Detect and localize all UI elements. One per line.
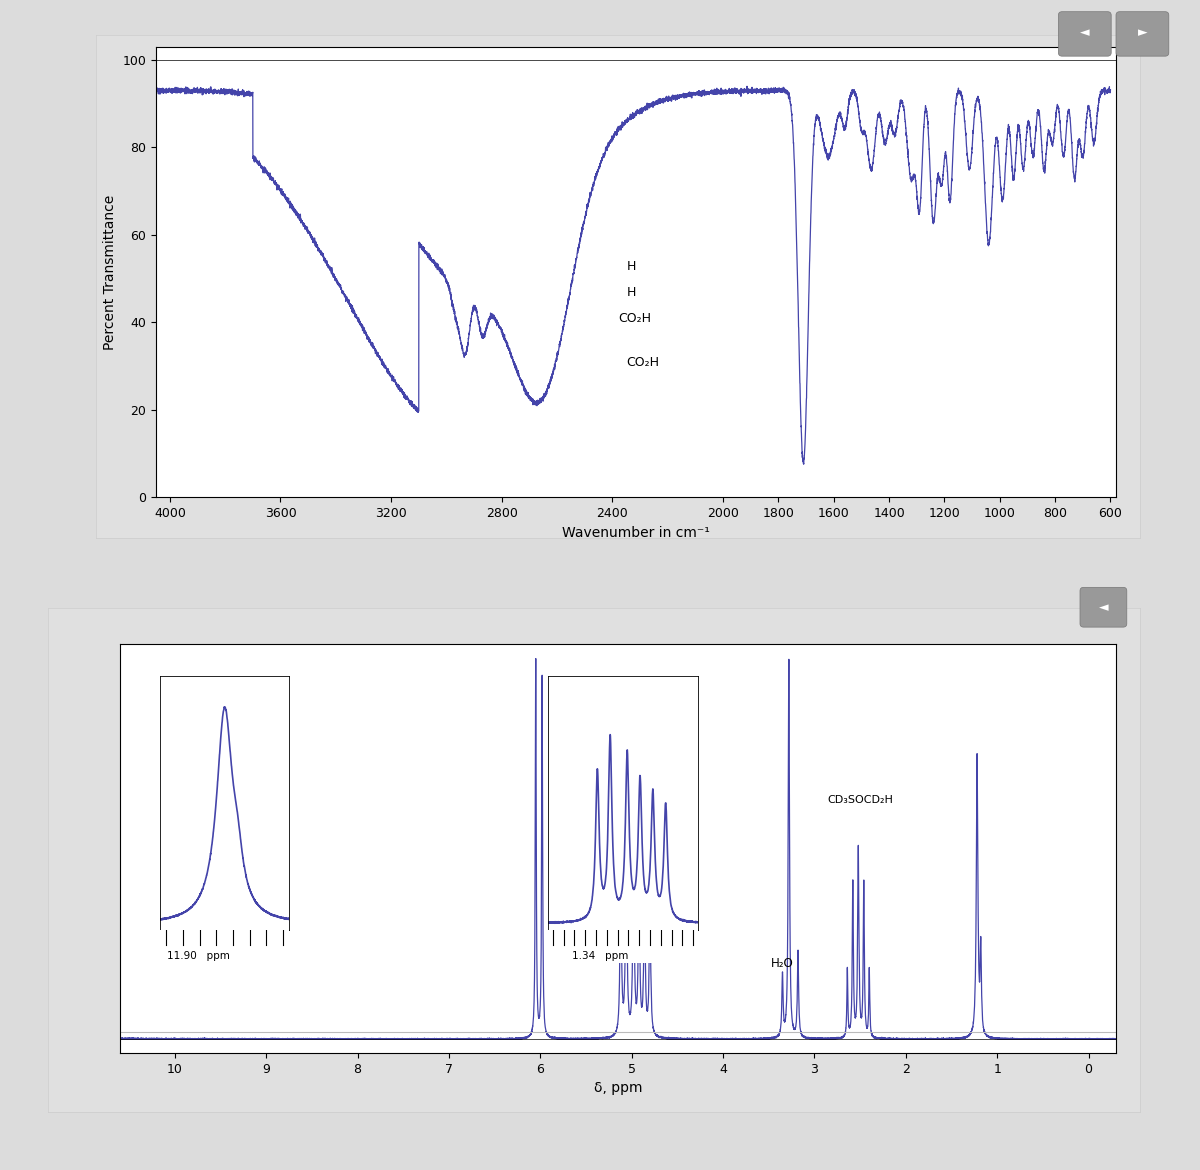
Text: H: H [626, 260, 636, 273]
Text: ►: ► [1138, 26, 1147, 40]
Text: CD₃SOCD₂H: CD₃SOCD₂H [827, 796, 893, 805]
Text: CO₂H: CO₂H [626, 356, 659, 369]
Text: CO₂H: CO₂H [618, 312, 652, 325]
X-axis label: Wavenumber in cm⁻¹: Wavenumber in cm⁻¹ [562, 525, 710, 539]
Text: ◄: ◄ [1080, 26, 1090, 40]
Y-axis label: Percent Transmittance: Percent Transmittance [103, 194, 116, 350]
Text: H: H [626, 287, 636, 300]
Text: ◄: ◄ [1099, 600, 1109, 614]
X-axis label: δ, ppm: δ, ppm [594, 1081, 642, 1095]
Text: H₂O: H₂O [772, 957, 794, 970]
